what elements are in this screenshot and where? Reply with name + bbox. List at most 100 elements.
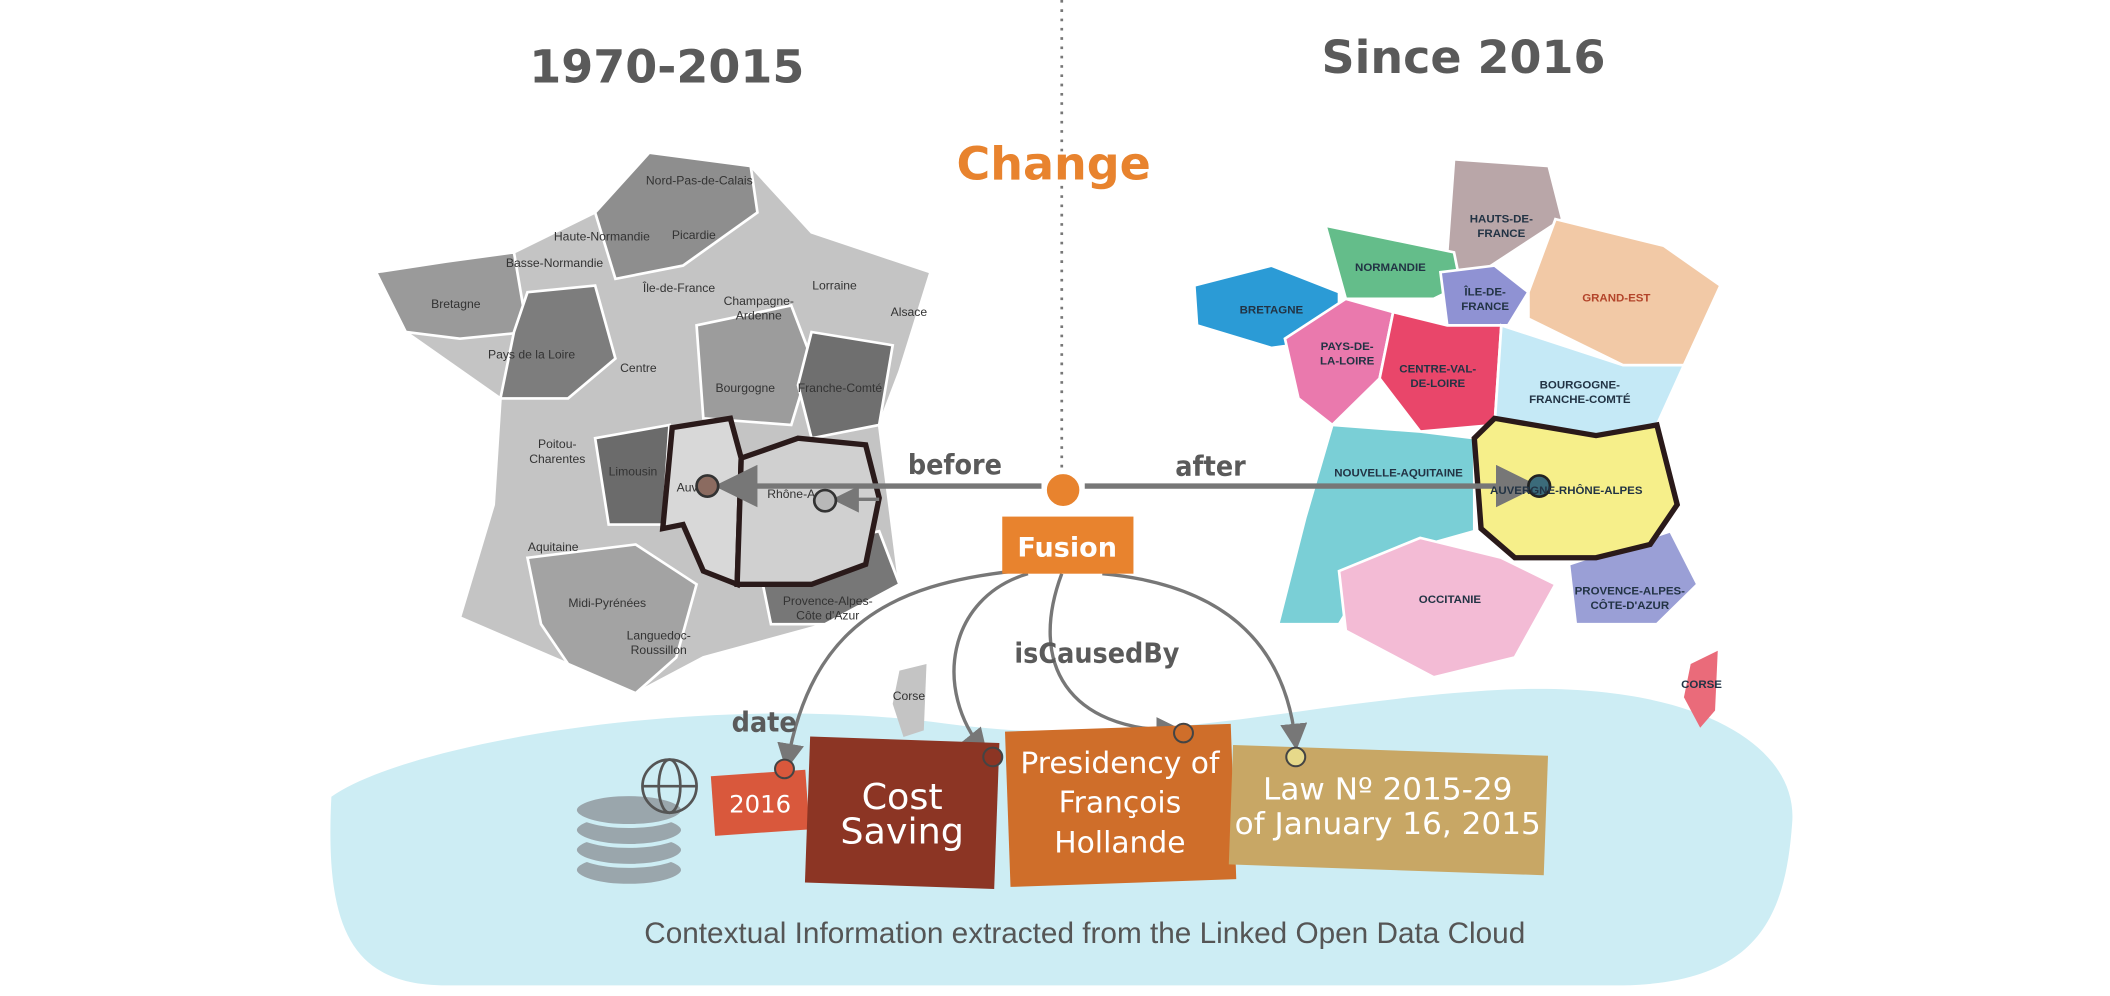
old-region-label-line: Nord-Pas-de-Calais bbox=[646, 174, 753, 188]
context-label: Cost Saving bbox=[840, 775, 964, 852]
old-region-label-line: Centre bbox=[620, 361, 657, 375]
old-node bbox=[695, 474, 720, 498]
old-region-label-line: Charentes bbox=[529, 452, 585, 466]
new-region-label: NOUVELLE-AQUITAINE bbox=[1334, 468, 1463, 480]
old-region-label-line: Haute-Normandie bbox=[554, 229, 650, 243]
right-title: Since 2016 bbox=[1321, 31, 1605, 84]
new-region-label: AUVERGNE-RHÔNE-ALPES bbox=[1490, 484, 1643, 497]
new-region-label: PAYS-DE- LA-LOIRE bbox=[1320, 341, 1375, 367]
cause-label: isCausedBy bbox=[1014, 637, 1180, 670]
old-region-label-line: Basse-Normandie bbox=[506, 256, 604, 270]
old-region-label: Centre bbox=[620, 361, 657, 375]
old-region-label-line: Franche-Comté bbox=[798, 381, 883, 395]
new-region-label-line: AUVERGNE-RHÔNE-ALPES bbox=[1490, 484, 1643, 497]
old-region-label-line: Auv bbox=[677, 480, 698, 494]
old-region-label: Picardie bbox=[672, 228, 716, 242]
new-region-label-line: LA-LOIRE bbox=[1320, 356, 1375, 368]
old-region-label: Champagne-Ardenne bbox=[724, 294, 794, 322]
context-node bbox=[982, 746, 1004, 768]
left-title: 1970-2015 bbox=[529, 41, 804, 94]
context-label-line: François bbox=[1059, 786, 1182, 820]
old-region-label-line: Bourgogne bbox=[716, 381, 776, 395]
old-map bbox=[373, 151, 933, 738]
new-region-label: NORMANDIE bbox=[1355, 262, 1426, 274]
caption: Contextual Information extracted from th… bbox=[644, 917, 1525, 950]
new-region-label-line: FRANCE bbox=[1477, 228, 1525, 240]
old-region-label: Provence-Alpes-Côte d'Azur bbox=[783, 594, 873, 622]
new-region-label-line: CENTRE-VAL- bbox=[1399, 364, 1476, 376]
old-region-label-line: Rhône-A bbox=[767, 487, 816, 501]
relation-arrows bbox=[714, 464, 1540, 771]
new-region-label-line: CORSE bbox=[1681, 679, 1722, 691]
context-box bbox=[710, 769, 810, 836]
new-region-label-line: HAUTS-DE- bbox=[1470, 214, 1533, 226]
context-box bbox=[1004, 723, 1237, 887]
old-region-label: Aquitaine bbox=[528, 540, 579, 554]
old-region-label: Franche-Comté bbox=[798, 381, 883, 395]
change-node bbox=[1044, 471, 1083, 509]
new-region-label-line: FRANCHE-COMTÉ bbox=[1529, 393, 1631, 406]
old-region-label: Lorraine bbox=[812, 279, 857, 293]
context-node bbox=[774, 758, 795, 780]
old-region-label: Île-de-France bbox=[642, 280, 716, 295]
old-region-label-line: Provence-Alpes- bbox=[783, 594, 873, 608]
old-region-label: Languedoc-Roussillon bbox=[627, 629, 691, 657]
old-region-label: Auv bbox=[677, 480, 698, 494]
new-region-label: GRAND-EST bbox=[1582, 293, 1650, 305]
new-region-label-line: GRAND-EST bbox=[1582, 293, 1650, 305]
context-label-line: Cost bbox=[862, 775, 943, 818]
new-region-label-line: PROVENCE-ALPES- bbox=[1575, 585, 1686, 597]
new-region-label: ÎLE-DE- FRANCE bbox=[1461, 286, 1509, 313]
context-node bbox=[1173, 722, 1194, 744]
old-region-label: Haute-Normandie bbox=[554, 229, 650, 243]
new-region-label-line: PAYS-DE- bbox=[1321, 341, 1374, 353]
old-region-label-line: Poitou- bbox=[538, 437, 577, 451]
date-label: date bbox=[732, 706, 797, 739]
old-region-label-line: Roussillon bbox=[631, 643, 687, 657]
new-region-label-line: DE-LOIRE bbox=[1410, 378, 1465, 390]
old-region-label-line: Champagne- bbox=[724, 294, 794, 308]
old-region-label: Alsace bbox=[891, 305, 928, 319]
context-label: Presidency of François Hollande bbox=[1020, 746, 1220, 859]
center-title: Change bbox=[956, 138, 1150, 191]
context-label: 2016 bbox=[729, 791, 791, 819]
new-node bbox=[1527, 474, 1552, 498]
old-region-label-line: Languedoc- bbox=[627, 629, 691, 643]
old-region-label: Midi-Pyrénées bbox=[568, 596, 646, 610]
context-label: Law Nº 2015-29 of January 16, 2015 bbox=[1235, 772, 1541, 842]
old-region-label: Limousin bbox=[609, 465, 658, 479]
old-region-label: Bourgogne bbox=[716, 381, 776, 395]
old-region-label-line: Pays de la Loire bbox=[488, 348, 575, 362]
context-box bbox=[804, 736, 1000, 889]
old-region-label: Bretagne bbox=[431, 297, 481, 311]
old-region-label: Rhône-A bbox=[767, 487, 816, 501]
new-map bbox=[1192, 157, 1723, 728]
old-region-label-line: Ardenne bbox=[736, 308, 782, 322]
old-region-label-line: Midi-Pyrénées bbox=[568, 596, 646, 610]
old-region-label: Nord-Pas-de-Calais bbox=[646, 174, 753, 188]
context-label-line: of January 16, 2015 bbox=[1235, 806, 1541, 842]
new-region-label-line: OCCITANIE bbox=[1419, 594, 1482, 606]
old-region-label-line: Picardie bbox=[672, 228, 716, 242]
new-region-label-line: FRANCE bbox=[1461, 301, 1509, 313]
new-region-label: PROVENCE-ALPES- CÔTE-D'AZUR bbox=[1575, 585, 1686, 611]
context-box bbox=[1228, 744, 1549, 876]
new-region-label-line: BRETAGNE bbox=[1240, 304, 1304, 316]
new-region-label-line: BOURGOGNE- bbox=[1540, 380, 1621, 392]
old-region-label-line: Corse bbox=[893, 689, 926, 703]
old-region-label-line: Lorraine bbox=[812, 279, 857, 293]
after-label: after bbox=[1175, 450, 1246, 483]
old-region-label: Pays de la Loire bbox=[488, 348, 575, 362]
old-region-label-line: Aquitaine bbox=[528, 540, 579, 554]
context-node bbox=[1285, 746, 1307, 768]
old-region-label-line: Limousin bbox=[609, 465, 658, 479]
new-region-label: CORSE bbox=[1681, 679, 1722, 691]
old-region-label-line: Alsace bbox=[891, 305, 928, 319]
new-region-label-line: CÔTE-D'AZUR bbox=[1591, 599, 1670, 612]
old-region-label: Basse-Normandie bbox=[506, 256, 604, 270]
old-region-label-line: Côte d'Azur bbox=[796, 609, 859, 623]
old-region-label-line: Île-de-France bbox=[642, 280, 716, 295]
context-label-line: Law Nº 2015-29 bbox=[1263, 772, 1512, 808]
database-icon bbox=[572, 758, 698, 888]
